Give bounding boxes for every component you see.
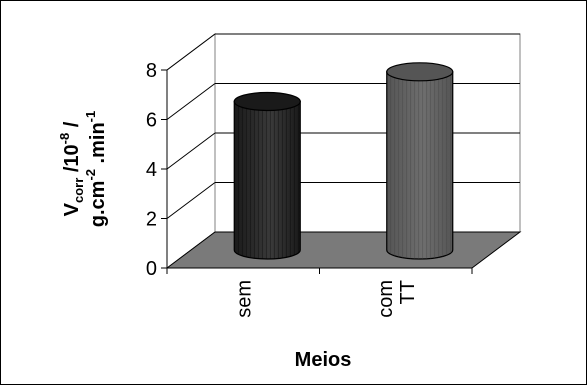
chart-floor <box>165 231 522 274</box>
bar-top <box>233 91 301 112</box>
bar-cylinder <box>233 91 301 260</box>
y-tick-labels: 0 2 4 6 8 <box>146 60 157 280</box>
bar-body <box>386 71 454 260</box>
bar-cylinder <box>386 62 454 260</box>
gridline-side <box>166 83 216 120</box>
x-category-label: TT <box>397 280 419 304</box>
y-tick-label: 0 <box>146 258 157 280</box>
gridline-side <box>166 182 216 219</box>
gridline-side <box>166 132 216 170</box>
y-tick-label: 2 <box>146 209 157 231</box>
x-category-labels: sem com TT <box>233 280 419 318</box>
bar-top <box>386 62 454 82</box>
gridline-side <box>166 33 216 71</box>
y-axis-title-line1: Vcorr /10-8 / <box>57 121 86 216</box>
y-tick-label: 4 <box>146 159 157 181</box>
x-axis-title: Meios <box>295 349 352 371</box>
y-tick-label: 6 <box>146 110 157 132</box>
x-category-label: com <box>375 280 397 318</box>
floor <box>165 231 522 269</box>
y-axis-title-line2: g.cm-2 .min-1 <box>83 111 109 227</box>
bars <box>233 62 454 260</box>
bar-body <box>233 100 301 260</box>
y-tick-label: 8 <box>146 60 157 82</box>
x-category-label: sem <box>233 280 255 318</box>
